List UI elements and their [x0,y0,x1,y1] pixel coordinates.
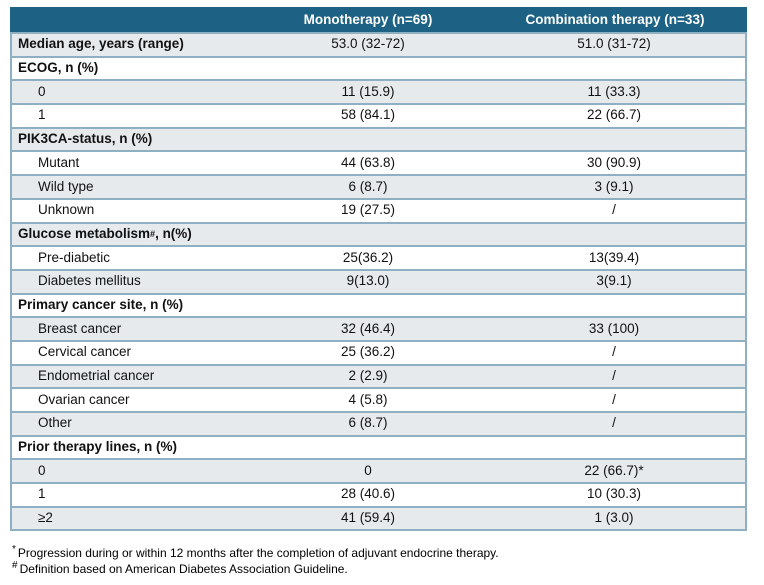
monotherapy-value: 0 [364,462,372,478]
combination-value: 30 (90.9) [586,154,642,170]
row-label: Breast cancer [38,320,122,336]
section-row: PIK3CA-status, n (%) [12,128,745,153]
combination-value: 3(9.1) [596,273,632,289]
section-row: Prior therapy lines, n (%) [12,436,745,461]
row-label: Wild type [38,178,94,194]
footnote-marker: # [12,560,18,572]
monotherapy-value: 9(13.0) [346,273,390,289]
table-row: 0 0 22 (66.7)* [12,460,745,485]
table-row: Median age, years (range) 53.0 (32-72) 51.… [12,34,745,58]
footnote-asterisk: * Progression during or within 12 months … [12,545,499,561]
table-row: Cervical cancer 25 (36.2) / [12,341,745,366]
table-row: Ovarian cancer 4 (5.8) / [12,389,745,413]
monotherapy-value: 58 (84.1) [340,107,396,123]
row-label: PIK3CA-status, n (%) [18,131,153,147]
row-label: Ovarian cancer [38,391,130,407]
footnote-hash: # Definition based on American Diabetes A… [12,561,499,577]
table-row: 0 11 (15.9) 11 (33.3) [12,81,745,106]
row-label: ≥2 [38,510,53,526]
footnote-marker: * [12,544,16,555]
footnotes: * Progression during or within 12 months … [12,545,499,577]
combination-value: / [612,368,616,384]
row-label: Prior therapy lines, n (%) [18,439,178,455]
row-label: 1 [38,486,46,502]
table-row: Breast cancer 32 (46.4) 33 (100) [12,318,745,342]
combination-value: 22 (66.7) [586,107,642,123]
table-row: Other 6 (8.7) / [12,413,745,437]
table-row: Wild type 6 (8.7) 3 (9.1) [12,176,745,200]
combination-value: / [612,344,616,360]
table-row: Endometrial cancer 2 (2.9) / [12,365,745,390]
monotherapy-value: 53.0 (32-72) [331,36,405,52]
monotherapy-value: 11 (15.9) [341,83,395,99]
table-body: Median age, years (range) 53.0 (32-72) 51.… [12,34,745,532]
section-row: Glucose metabolism #, n(%) [12,223,745,248]
combination-value: 3 (9.1) [594,178,634,194]
row-label: Diabetes mellitus [38,273,141,289]
row-label: Cervical cancer [38,344,132,360]
monotherapy-value: 32 (46.4) [340,320,396,336]
monotherapy-value: 4 (5.8) [348,391,388,407]
row-label: 0 [38,83,46,99]
table-row: ≥2 41 (59.4) 1 (3.0) [12,507,745,532]
row-label: 0 [38,462,46,478]
combination-value: 1 (3.0) [594,510,634,526]
combination-value: / [612,415,616,431]
monotherapy-value: 19 (27.5) [340,202,396,218]
table-row: Pre-diabetic 25(36.2) 13(39.4) [12,247,745,271]
table-row: Unknown 19 (27.5) / [12,199,745,224]
row-label: Other [38,415,72,431]
row-label: Glucose metabolism #, n(%) [18,225,192,241]
combination-value: 13(39.4) [588,249,640,265]
table-row: Diabetes mellitus 9(13.0) 3(9.1) [12,270,745,295]
monotherapy-value: 6 (8.7) [348,178,388,194]
section-row: Primary cancer site, n (%) [12,294,745,319]
table-row: Mutant 44 (63.8) 30 (90.9) [12,152,745,177]
header-cell-combination: Combination therapy (n=33) [525,12,705,27]
row-label: Unknown [38,202,95,218]
row-label: Primary cancer site, n (%) [18,296,184,312]
section-row: ECOG, n (%) [12,57,745,82]
footnote-text: Progression during or within 12 months a… [17,546,499,560]
monotherapy-value: 2 (2.9) [348,368,388,384]
combination-value: 33 (100) [588,320,640,336]
patient-characteristics-table: Monotherapy (n=69) Combination therapy (… [10,7,747,532]
row-label: Endometrial cancer [38,368,155,384]
row-label: Median age, years (range) [18,36,184,52]
table-header-row: Monotherapy (n=69) Combination therapy (… [10,7,747,34]
monotherapy-value: 44 (63.8) [340,154,396,170]
monotherapy-value: 41 (59.4) [340,510,396,526]
combination-value: / [612,391,616,407]
footnote-text: Definition based on American Diabetes As… [19,562,348,577]
monotherapy-value: 28 (40.6) [340,486,396,502]
combination-value: 51.0 (31-72) [577,36,651,52]
header-cell-empty [10,7,253,32]
table-row: 1 28 (40.6) 10 (30.3) [12,484,745,508]
header-cell-monotherapy: Monotherapy (n=69) [303,12,433,27]
table-row: 1 58 (84.1) 22 (66.7) [12,105,745,129]
row-label: Pre-diabetic [38,249,111,265]
row-label: Mutant [38,154,80,170]
combination-value: 11 (33.3) [587,83,641,99]
monotherapy-value: 25 (36.2) [340,344,396,360]
row-label: ECOG, n (%) [18,60,99,76]
combination-value: 10 (30.3) [586,486,642,502]
combination-value: 22 (66.7)* [584,462,644,478]
monotherapy-value: 6 (8.7) [348,415,388,431]
row-label: 1 [38,107,46,123]
monotherapy-value: 25(36.2) [342,249,394,265]
combination-value: / [612,202,616,218]
